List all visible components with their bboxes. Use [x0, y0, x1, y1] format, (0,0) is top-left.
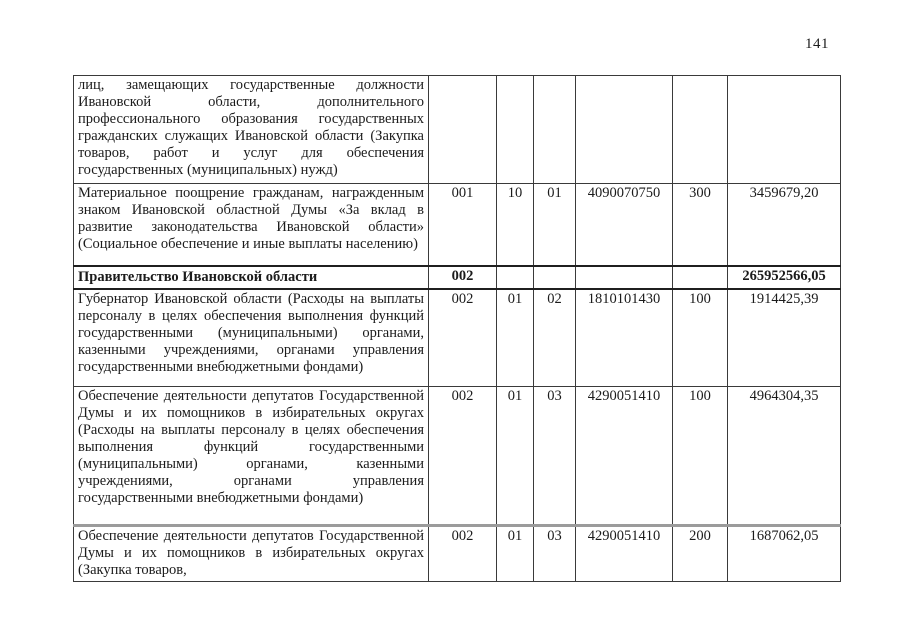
code-cell: 002 [428, 386, 497, 526]
expense-type-cell: 300 [672, 183, 728, 266]
section-cell [496, 75, 534, 184]
section-cell: 10 [496, 183, 534, 266]
subsection-cell [533, 264, 576, 290]
page-number: 141 [805, 36, 829, 52]
subsection-cell: 01 [533, 183, 576, 266]
amount-cell: 1914425,39 [727, 288, 841, 387]
section-cell: 01 [496, 524, 534, 582]
expense-name-cell: Правительство Ивановской области [73, 264, 429, 290]
table-row: Обеспечение деятельности депутатов Госуд… [73, 386, 841, 526]
section-cell: 01 [496, 288, 534, 387]
expense-name-cell: Обеспечение деятельности депутатов Госуд… [73, 386, 429, 526]
amount-cell: 3459679,20 [727, 183, 841, 266]
expense-name-cell: Материальное поощрение гражданам, награж… [73, 183, 429, 266]
target-article-cell: 1810101430 [575, 288, 673, 387]
subsection-cell: 03 [533, 386, 576, 526]
target-article-cell: 4090070750 [575, 183, 673, 266]
code-cell: 001 [428, 183, 497, 266]
target-article-cell [575, 75, 673, 184]
expense-type-cell [672, 264, 728, 290]
expense-name-cell: Губернатор Ивановской области (Расходы н… [73, 288, 429, 387]
amount-cell: 1687062,05 [727, 524, 841, 582]
code-cell: 002 [428, 264, 497, 290]
subsection-cell [533, 75, 576, 184]
code-cell: 002 [428, 524, 497, 582]
amount-cell [727, 75, 841, 184]
table-row: Губернатор Ивановской области (Расходы н… [73, 288, 841, 387]
budget-expenditure-table: лиц, замещающих государственные должност… [73, 75, 841, 582]
section-cell [496, 264, 534, 290]
table-row: Материальное поощрение гражданам, награж… [73, 183, 841, 266]
target-article-cell [575, 264, 673, 290]
amount-cell: 265952566,05 [727, 264, 841, 290]
expense-name-cell: Обеспечение деятельности депутатов Госуд… [73, 524, 429, 582]
target-article-cell: 4290051410 [575, 386, 673, 526]
table-row: Обеспечение деятельности депутатов Госуд… [73, 524, 841, 582]
code-cell [428, 75, 497, 184]
table-row: лиц, замещающих государственные должност… [73, 75, 841, 184]
subsection-cell: 03 [533, 524, 576, 582]
expense-name-cell: лиц, замещающих государственные должност… [73, 75, 429, 184]
table-row-total: Правительство Ивановской области 002 265… [73, 264, 841, 290]
expense-type-cell: 200 [672, 524, 728, 582]
section-cell: 01 [496, 386, 534, 526]
target-article-cell: 4290051410 [575, 524, 673, 582]
subsection-cell: 02 [533, 288, 576, 387]
code-cell: 002 [428, 288, 497, 387]
expense-type-cell: 100 [672, 386, 728, 526]
expense-type-cell: 100 [672, 288, 728, 387]
expense-type-cell [672, 75, 728, 184]
amount-cell: 4964304,35 [727, 386, 841, 526]
